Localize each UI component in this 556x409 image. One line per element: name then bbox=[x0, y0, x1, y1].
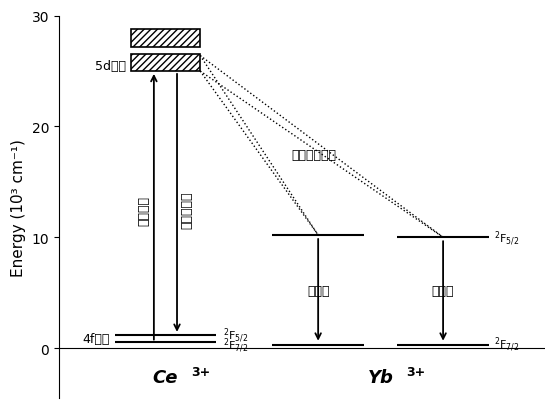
Text: Ce: Ce bbox=[153, 368, 178, 386]
Text: Yb: Yb bbox=[368, 368, 394, 386]
Text: $^2$F$_{5/2}$: $^2$F$_{5/2}$ bbox=[494, 228, 519, 247]
Text: $^2$F$_{5/2}$: $^2$F$_{5/2}$ bbox=[224, 326, 249, 344]
Text: $^2$F$_{7/2}$: $^2$F$_{7/2}$ bbox=[494, 335, 519, 353]
Text: 近红外: 近红外 bbox=[432, 284, 454, 297]
Bar bbox=[131, 30, 200, 47]
Text: 3+: 3+ bbox=[191, 365, 210, 378]
Text: 近红外: 近红外 bbox=[307, 284, 329, 297]
Text: 3+: 3+ bbox=[406, 365, 425, 378]
Text: 合作能量传递: 合作能量传递 bbox=[291, 148, 336, 161]
Text: 4f能级: 4f能级 bbox=[82, 332, 110, 345]
Text: 近红外辐射: 近红外辐射 bbox=[181, 191, 193, 229]
Text: $^2$F$_{7/2}$: $^2$F$_{7/2}$ bbox=[224, 335, 249, 354]
Text: 5d能级: 5d能级 bbox=[95, 60, 126, 73]
Bar bbox=[131, 55, 200, 72]
Text: 紫外光子: 紫外光子 bbox=[137, 195, 150, 225]
Y-axis label: Energy (10³ cm⁻¹): Energy (10³ cm⁻¹) bbox=[11, 139, 26, 276]
